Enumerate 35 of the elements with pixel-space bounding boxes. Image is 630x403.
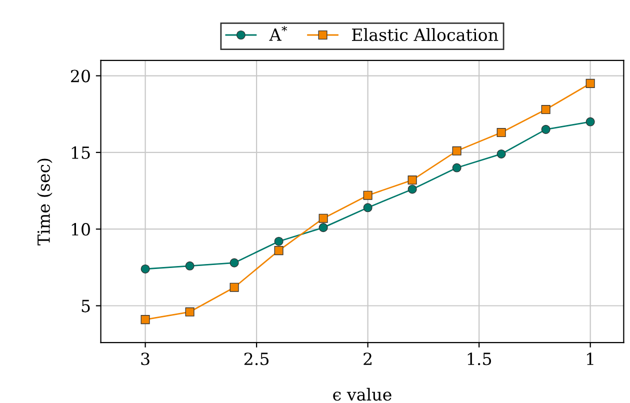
point: [408, 176, 417, 185]
point: [140, 264, 150, 274]
point: [408, 184, 417, 194]
x-tick-label: 2.5: [244, 352, 269, 366]
y-axis-title: Time (sec): [37, 158, 52, 246]
point: [185, 261, 194, 270]
y-tick-label: 10: [72, 223, 90, 236]
y-tick-label: 20: [71, 70, 90, 82]
point: [496, 149, 506, 158]
point: [586, 78, 595, 88]
point: [496, 128, 506, 138]
x-tick-label: 3: [141, 352, 150, 366]
y-tick-label: 15: [72, 146, 90, 160]
point: [230, 258, 239, 268]
x-tick-label: 1.5: [468, 352, 492, 366]
point: [318, 214, 328, 223]
point: [586, 117, 595, 126]
point: [452, 163, 462, 172]
point: [140, 315, 150, 324]
point: [541, 124, 550, 134]
point: [363, 190, 372, 200]
x-tick-label: 1: [587, 352, 594, 365]
y-tick-label: 5: [82, 300, 90, 312]
legend-label: A$^{*}$: [269, 26, 288, 41]
legend-label: Elastic Allocation: [352, 28, 498, 42]
point: [541, 104, 550, 114]
point: [230, 282, 239, 292]
point: [452, 146, 462, 156]
point: [274, 246, 284, 256]
point: [185, 307, 194, 316]
point: [274, 236, 284, 246]
point: [318, 223, 328, 232]
x-axis-title: ϵ value: [333, 388, 392, 401]
point: [363, 203, 372, 212]
x-tick-label: 2: [364, 352, 372, 365]
